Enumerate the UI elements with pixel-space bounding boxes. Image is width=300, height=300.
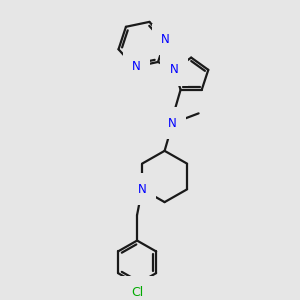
Text: N: N (138, 183, 146, 196)
Text: N: N (170, 63, 178, 76)
Text: Cl: Cl (131, 286, 143, 299)
Text: N: N (132, 60, 141, 74)
Text: N: N (161, 33, 170, 46)
Text: N: N (168, 117, 177, 130)
